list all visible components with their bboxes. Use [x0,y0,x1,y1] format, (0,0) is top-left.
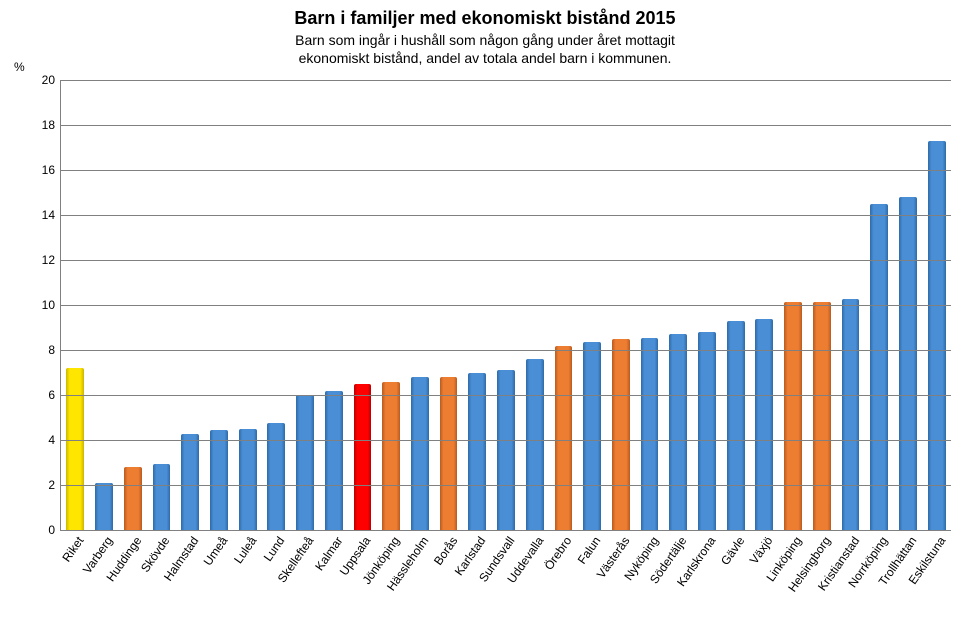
bar [669,334,687,530]
y-tick-label: 14 [42,208,61,222]
chart-title: Barn i familjer med ekonomiskt bistånd 2… [0,8,970,29]
bar [382,382,400,531]
bar [354,384,372,530]
bar [928,141,946,530]
bar [296,395,314,530]
bar [468,373,486,531]
bar [66,368,84,530]
gridline [61,125,951,126]
y-tick-label: 20 [42,73,61,87]
bar [411,377,429,530]
bar [325,391,343,531]
bar [813,302,831,530]
bar [239,429,257,530]
bar [555,346,573,531]
bar [124,467,142,530]
gridline [61,305,951,306]
bar [899,197,917,530]
gridline [61,260,951,261]
subtitle-line-2: ekonomiskt bistånd, andel av totala ande… [299,50,672,66]
y-tick-label: 2 [48,478,61,492]
bar [842,299,860,530]
bar [641,338,659,530]
chart-container: Barn i familjer med ekonomiskt bistånd 2… [0,0,970,632]
y-tick-label: 8 [48,343,61,357]
y-tick-label: 18 [42,118,61,132]
bar [526,359,544,530]
y-axis-label: % [14,60,25,74]
bar [181,434,199,530]
chart-subtitle: Barn som ingår i hushåll som någon gång … [0,32,970,67]
y-tick-label: 10 [42,298,61,312]
y-tick-label: 12 [42,253,61,267]
subtitle-line-1: Barn som ingår i hushåll som någon gång … [295,32,675,48]
gridline [61,485,951,486]
bar [612,339,630,530]
plot-area: RiketVarbergHuddingeSkövdeHalmstadUmeåLu… [60,80,951,531]
gridline [61,215,951,216]
gridline [61,350,951,351]
bar [870,204,888,530]
bar [698,332,716,530]
gridline [61,80,951,81]
gridline [61,440,951,441]
gridline [61,170,951,171]
y-tick-label: 6 [48,388,61,402]
y-tick-label: 0 [48,523,61,537]
y-tick-label: 16 [42,163,61,177]
bar [583,342,601,530]
gridline [61,395,951,396]
y-tick-label: 4 [48,433,61,447]
bar [210,430,228,530]
bar [440,377,458,530]
bar [727,321,745,530]
bar [153,464,171,530]
bar [784,302,802,530]
